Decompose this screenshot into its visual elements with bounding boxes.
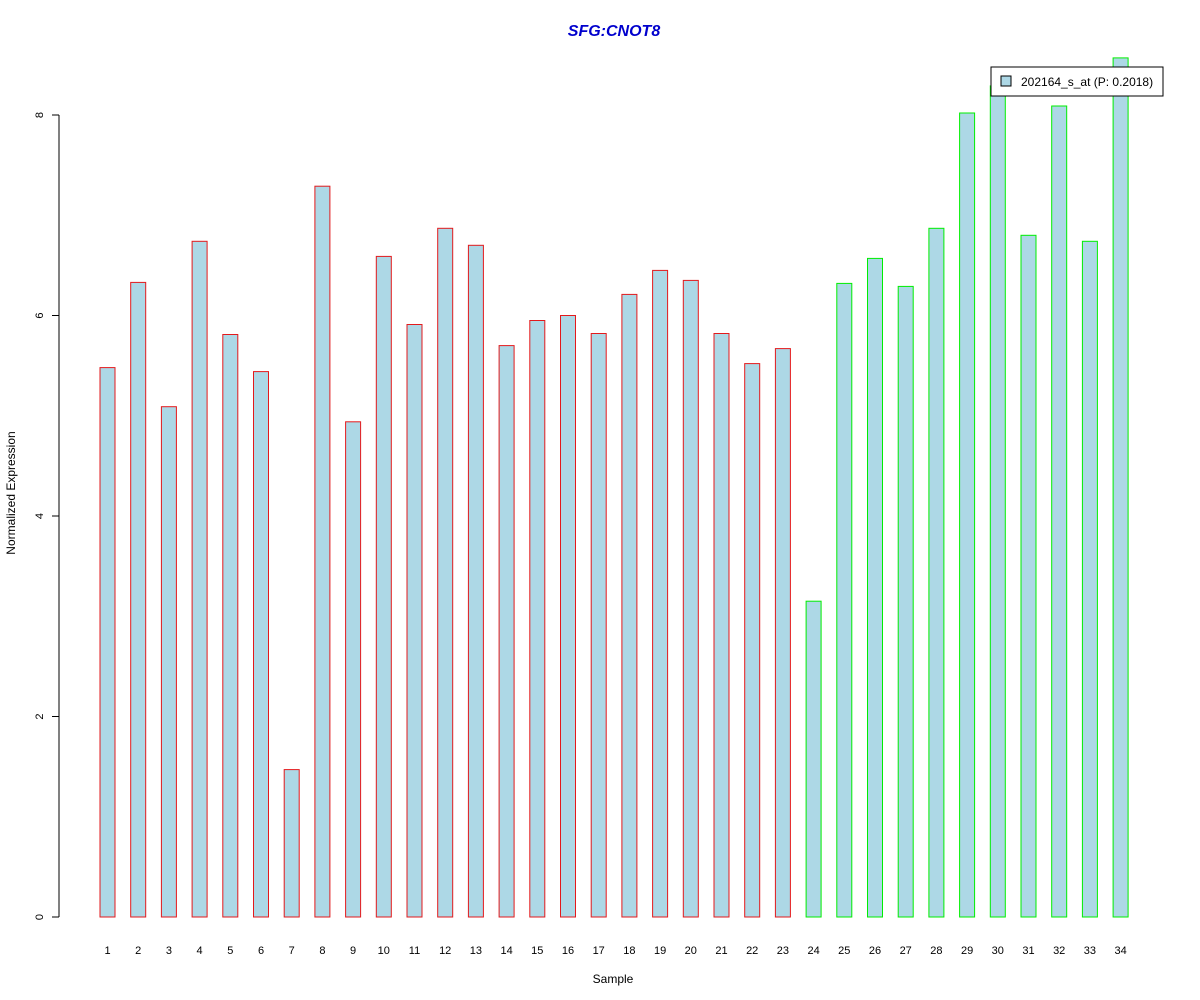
bar-sample-4 (191, 240, 208, 918)
x-tick-label: 28 (930, 945, 942, 957)
bar-sample-24 (805, 600, 822, 918)
bar-sample-34 (1112, 57, 1129, 918)
x-tick-label: 20 (685, 945, 697, 957)
bar-sample-26 (867, 257, 883, 918)
bar-sample-25 (836, 282, 853, 918)
bar-sample-32 (1051, 105, 1068, 918)
x-tick-label: 7 (289, 945, 295, 957)
x-tick-label: 17 (593, 945, 605, 957)
x-tick-label: 3 (166, 945, 172, 957)
y-tick-label: 6 (34, 312, 46, 318)
bar-sample-15 (529, 320, 546, 918)
x-tick-label: 14 (500, 945, 512, 957)
bar-sample-27 (897, 285, 914, 918)
bar-sample-13 (467, 244, 484, 918)
x-tick-label: 4 (197, 945, 203, 957)
bar-sample-8 (314, 185, 331, 918)
bar-sample-2 (130, 281, 147, 918)
bar-sample-14 (498, 345, 515, 918)
bar-sample-18 (621, 293, 638, 918)
x-tick-label: 33 (1084, 945, 1096, 957)
x-tick-label: 30 (992, 945, 1004, 957)
bar-sample-1 (99, 367, 116, 918)
y-tick-label: 4 (34, 513, 46, 519)
x-tick-label: 1 (104, 945, 110, 957)
legend: 202164_s_at (P: 0.2018) (990, 66, 1164, 97)
bar-sample-33 (1081, 240, 1098, 918)
x-tick-label: 24 (807, 945, 819, 957)
x-tick-label: 6 (258, 945, 264, 957)
x-axis-label: Sample (593, 972, 634, 986)
bar-sample-9 (345, 421, 362, 918)
x-tick-label: 26 (869, 945, 881, 957)
bar-sample-5 (222, 334, 239, 918)
legend-label: 202164_s_at (P: 0.2018) (1021, 75, 1153, 89)
bar-sample-11 (406, 324, 423, 918)
x-tick-label: 32 (1053, 945, 1065, 957)
bar-sample-22 (744, 363, 761, 918)
bar-sample-29 (959, 112, 976, 918)
x-tick-label: 18 (623, 945, 635, 957)
x-tick-label: 21 (715, 945, 727, 957)
bar-sample-23 (774, 348, 791, 918)
x-tick-label: 19 (654, 945, 666, 957)
x-tick-label: 5 (227, 945, 233, 957)
y-tick-label: 0 (34, 914, 46, 920)
legend-swatch (1000, 75, 1012, 87)
x-tick-label: 25 (838, 945, 850, 957)
bar-sample-21 (713, 333, 730, 918)
x-tick-label: 31 (1022, 945, 1034, 957)
bar-sample-20 (682, 279, 699, 918)
x-tick-label: 11 (409, 945, 420, 957)
x-tick-label: 9 (350, 945, 356, 957)
bar-sample-12 (437, 227, 454, 918)
x-tick-label: 16 (562, 945, 574, 957)
y-axis-label: Normalized Expression (4, 431, 18, 554)
chart-title: SFG:CNOT8 (568, 23, 661, 40)
legend-box (990, 66, 1164, 97)
x-tick-label: 10 (378, 945, 390, 957)
bar-sample-16 (560, 315, 576, 918)
bar-sample-10 (375, 255, 392, 918)
x-tick-label: 22 (746, 945, 758, 957)
bar-sample-3 (160, 406, 177, 918)
x-tick-label: 8 (319, 945, 325, 957)
bar-sample-31 (1020, 234, 1037, 918)
bar-sample-7 (283, 769, 300, 918)
x-tick-label: 15 (531, 945, 543, 957)
x-tick-label: 23 (777, 945, 789, 957)
bar-sample-6 (253, 371, 269, 918)
x-tick-label: 12 (439, 945, 451, 957)
bar-sample-28 (928, 227, 945, 918)
x-tick-label: 27 (900, 945, 912, 957)
y-tick-label: 2 (34, 713, 46, 719)
x-tick-label: 13 (470, 945, 482, 957)
bar-sample-17 (590, 333, 607, 918)
y-axis: 0 2 4 6 8 (34, 112, 60, 920)
x-tick-label: 29 (961, 945, 973, 957)
bars-group (99, 57, 1129, 918)
x-tick-labels: 1 2 3 4 5 6 7 8 9 10 11 12 13 14 15 16 17 18 19 20 21 22 23 24 2… (104, 945, 1126, 957)
x-tick-label: 34 (1114, 945, 1126, 957)
bar-sample-19 (652, 269, 669, 918)
bar-sample-30 (989, 85, 1006, 918)
y-tick-label: 8 (34, 112, 46, 118)
x-tick-label: 2 (135, 945, 141, 957)
